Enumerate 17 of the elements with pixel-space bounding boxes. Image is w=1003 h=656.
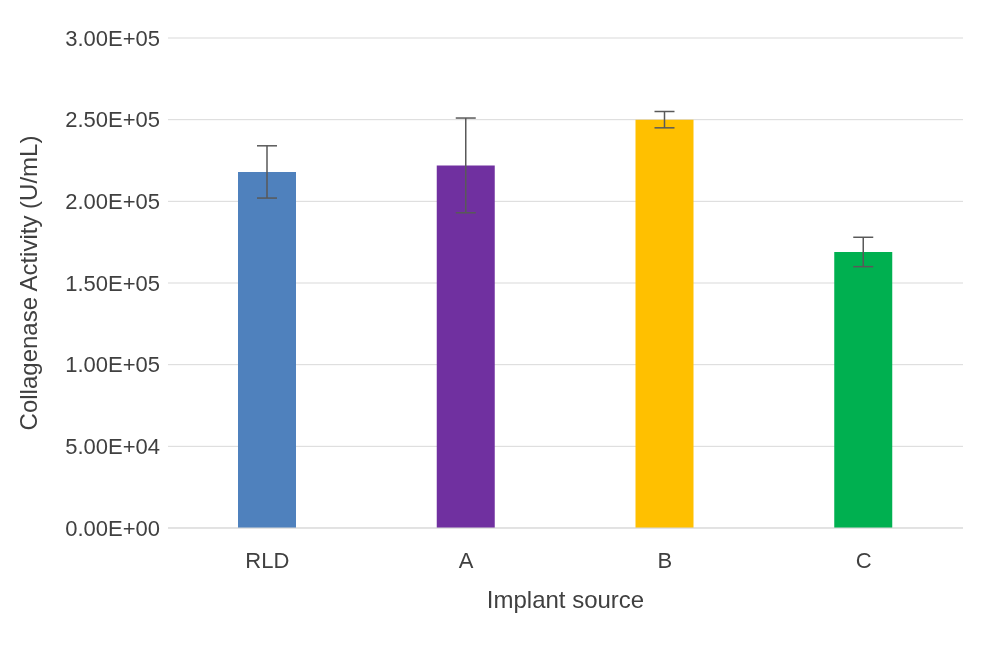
bar: [436, 165, 495, 528]
x-tick-label: C: [855, 547, 872, 573]
x-tick-label: A: [458, 547, 474, 573]
bar: [238, 171, 296, 528]
x-axis-title: Implant source: [486, 586, 645, 613]
x-tick-label: RLD: [245, 547, 290, 573]
x-tick-label: B: [657, 547, 673, 573]
bar: [635, 119, 694, 528]
y-tick-label: 0.00E+00: [65, 515, 160, 541]
y-tick-label: 2.00E+05: [65, 189, 160, 215]
y-axis-title: Collagenase Activity (U/mL): [14, 135, 42, 431]
y-tick-label: 1.00E+05: [65, 352, 160, 378]
y-tick-label: 2.50E+05: [65, 107, 160, 133]
y-tick-label: 5.00E+04: [65, 434, 160, 460]
bar: [834, 251, 893, 528]
y-tick-label: 1.50E+05: [65, 270, 160, 296]
y-tick-label: 3.00E+05: [65, 25, 160, 51]
